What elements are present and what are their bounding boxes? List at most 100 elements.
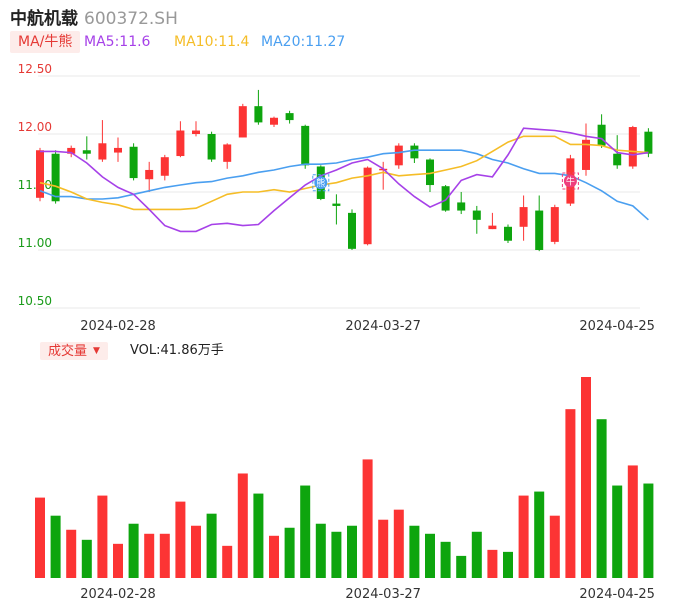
volume-bar [50, 515, 61, 578]
candle-body [36, 150, 44, 198]
volume-bar [456, 555, 467, 578]
candle-body [223, 144, 232, 162]
volume-bar [35, 497, 45, 578]
volume-bar [175, 501, 186, 578]
volume-bar [596, 419, 607, 578]
signal-marker: 熊 [312, 174, 330, 192]
candle-body [535, 210, 544, 250]
price-tick-label: 12.00 [18, 120, 52, 134]
candle-body [628, 127, 637, 167]
candle-body [457, 202, 466, 211]
volume-bar [144, 533, 155, 578]
candle-body [82, 150, 91, 154]
candle-body [301, 125, 310, 166]
ma20-line [39, 149, 649, 221]
candle-body [192, 130, 200, 134]
volume-bar [612, 485, 623, 578]
candle-body [114, 147, 122, 153]
candle-body [410, 145, 419, 159]
volume-bar [503, 551, 513, 578]
candle-body [176, 130, 185, 157]
volume-bar [191, 525, 201, 578]
volume-bar [440, 541, 451, 578]
volume-bar [97, 495, 108, 578]
volume-bar [284, 527, 295, 578]
volume-bar [128, 523, 139, 578]
signal-marker-label: 牛 [566, 175, 575, 187]
signal-marker: 牛 [561, 172, 579, 190]
candle-body [207, 134, 216, 160]
signal-marker-frame [561, 172, 579, 190]
ma10-line [39, 135, 649, 211]
candle-body [145, 169, 154, 180]
candle-body [129, 146, 138, 179]
date-tick-label: 2024-04-25 [579, 587, 655, 602]
volume-bar [425, 533, 435, 578]
candle-body [238, 106, 247, 138]
volume-bar [347, 525, 357, 578]
volume-bar [362, 459, 373, 578]
candle-body [285, 113, 294, 121]
signal-marker-dot [563, 174, 577, 188]
volume-bar [81, 539, 92, 578]
signal-marker-frame [312, 174, 330, 192]
candle-body [254, 106, 263, 123]
volume-bar [331, 531, 342, 578]
candle-body [519, 207, 528, 227]
price-tick-label: 12.50 [18, 62, 52, 76]
candle-body [98, 143, 107, 160]
candle-body [472, 210, 481, 220]
candle-body [426, 159, 434, 186]
candle-body [582, 139, 590, 170]
volume-bar [471, 531, 482, 578]
stock-name: 中航机载 [10, 9, 78, 29]
candle-body [597, 124, 606, 146]
volume-bar [393, 509, 404, 578]
volume-bar [159, 533, 170, 578]
volume-bar [565, 409, 576, 578]
ma5-label: MA5:11.6 [84, 34, 151, 50]
date-tick-label: 2024-02-28 [80, 587, 156, 602]
volume-bar [206, 513, 217, 578]
volume-selector-button[interactable]: 成交量 ▼ [40, 342, 108, 360]
volume-bar [269, 535, 279, 578]
candle-body [363, 167, 372, 245]
signal-marker-dot [314, 176, 328, 190]
ma-legend: MA/牛熊 MA5:11.6 MA10:11.4 MA20:11.27 [0, 31, 686, 53]
candle-body [504, 226, 512, 241]
volume-bar [113, 543, 123, 578]
candle-body [488, 225, 497, 230]
volume-bar [581, 377, 591, 578]
volume-bar [627, 465, 638, 578]
caret-down-icon: ▼ [93, 346, 100, 356]
candle-body [550, 207, 559, 242]
ma10-label: MA10:11.4 [174, 34, 250, 50]
volume-bar [487, 549, 498, 578]
candle-body [67, 147, 76, 154]
volume-bar [549, 515, 560, 578]
date-tick-label: 2024-03-27 [345, 587, 421, 602]
price-tick-label: 11.00 [18, 236, 52, 250]
volume-value-label: VOL:41.86万手 [130, 343, 224, 358]
price-tick-label: 10.50 [18, 294, 52, 308]
ma-selector-button[interactable]: MA/牛熊 [10, 31, 81, 53]
date-tick-label: 2024-02-28 [80, 319, 156, 334]
candle-body [613, 153, 622, 166]
volume-bar [534, 491, 545, 578]
stock-code: 600372.SH [84, 9, 178, 29]
ma5-line [40, 127, 649, 233]
volume-bar [300, 485, 311, 578]
volume-bar [518, 495, 529, 578]
volume-bar [409, 525, 420, 578]
volume-bar [253, 493, 264, 578]
volume-bar [378, 519, 389, 578]
candle-body [348, 212, 356, 249]
candle-body [160, 157, 169, 176]
candle-body [270, 117, 278, 125]
candle-body [441, 186, 450, 211]
volume-bar [315, 523, 326, 578]
date-tick-label: 2024-04-25 [579, 319, 655, 334]
ma20-label: MA20:11.27 [261, 34, 346, 50]
volume-selector-label: 成交量 [48, 344, 88, 359]
